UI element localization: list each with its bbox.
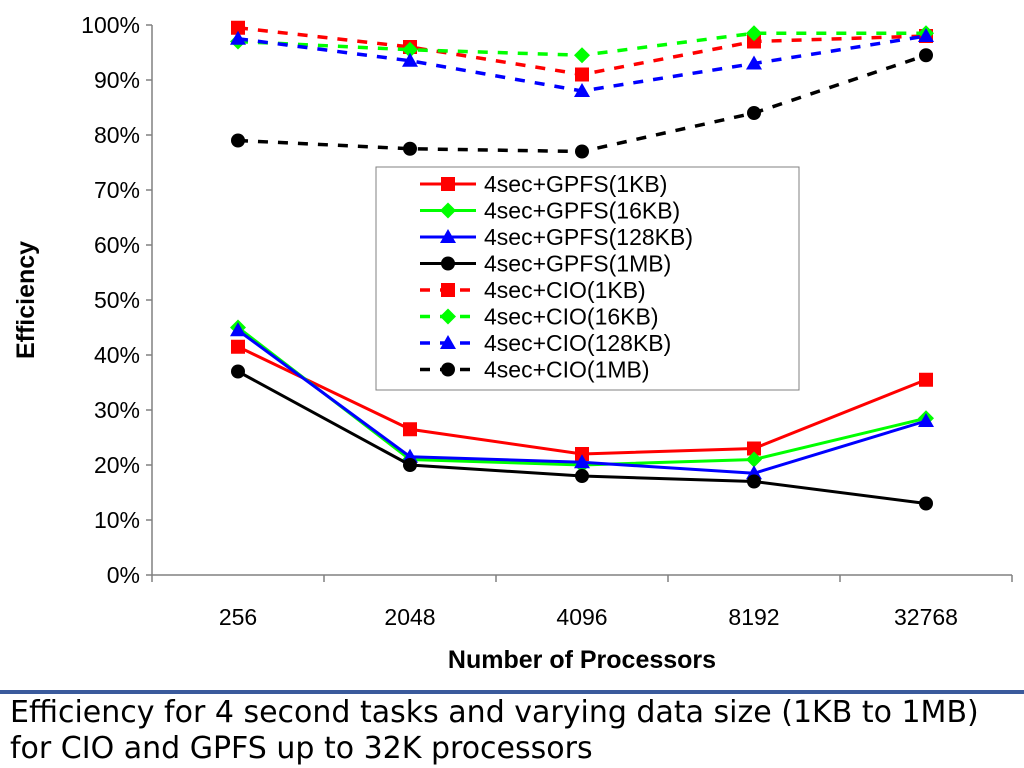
data-point bbox=[919, 496, 933, 511]
data-point bbox=[574, 83, 590, 97]
y-tick-label: 90% bbox=[94, 67, 140, 93]
legend-label: 4sec+GPFS(1MB) bbox=[484, 251, 671, 277]
data-point bbox=[746, 25, 762, 42]
y-tick-label: 50% bbox=[94, 287, 140, 313]
data-point bbox=[919, 372, 933, 387]
data-point bbox=[747, 441, 761, 456]
caption-divider bbox=[0, 690, 1024, 694]
data-point bbox=[747, 474, 761, 489]
legend-marker bbox=[440, 335, 456, 349]
legend-entry: 4sec+GPFS(16KB) bbox=[420, 198, 680, 224]
legend-label: 4sec+CIO(1MB) bbox=[484, 357, 650, 383]
data-point bbox=[575, 447, 589, 461]
data-point bbox=[574, 454, 590, 469]
data-point bbox=[574, 47, 590, 64]
data-point bbox=[746, 465, 762, 480]
legend-entry: 4sec+GPFS(1KB) bbox=[420, 171, 667, 197]
data-point bbox=[747, 106, 761, 120]
legend-label: 4sec+GPFS(1KB) bbox=[484, 171, 667, 197]
legend-entry: 4sec+CIO(1KB) bbox=[420, 277, 646, 303]
series-0 bbox=[231, 339, 933, 461]
legend-label: 4sec+CIO(16KB) bbox=[484, 304, 659, 330]
data-point bbox=[231, 133, 245, 148]
data-point bbox=[575, 469, 589, 483]
data-point bbox=[575, 67, 589, 82]
legend-marker bbox=[440, 308, 456, 325]
legend-marker bbox=[441, 177, 455, 191]
y-tick-label: 30% bbox=[94, 397, 140, 423]
legend: 4sec+GPFS(1KB)4sec+GPFS(16KB)4sec+GPFS(1… bbox=[375, 166, 800, 391]
data-point bbox=[230, 30, 246, 45]
legend-label: 4sec+CIO(128KB) bbox=[484, 330, 671, 356]
legend-marker bbox=[441, 256, 455, 271]
data-point bbox=[231, 339, 245, 354]
data-point bbox=[746, 55, 762, 70]
series-layer bbox=[230, 20, 934, 511]
y-tick-label: 20% bbox=[94, 452, 140, 478]
series-7 bbox=[231, 48, 933, 159]
data-point bbox=[747, 34, 761, 49]
y-tick-labels: 0% 10% 20% 30% 40% 50% 60% 70% 80% 90% 100% bbox=[81, 12, 152, 588]
y-tick-label: 10% bbox=[94, 507, 140, 533]
legend-entry: 4sec+GPFS(1MB) bbox=[420, 251, 671, 277]
data-point bbox=[231, 364, 245, 379]
legend-marker bbox=[441, 283, 455, 297]
data-point bbox=[919, 48, 933, 63]
legend-entry: 4sec+CIO(1MB) bbox=[420, 357, 650, 383]
series-line bbox=[237, 370, 927, 505]
x-tick-label: 32768 bbox=[894, 604, 958, 630]
legend-label: 4sec+GPFS(16KB) bbox=[484, 198, 680, 224]
data-point bbox=[403, 458, 417, 472]
data-point bbox=[403, 141, 417, 156]
x-tick-label: 2048 bbox=[384, 604, 435, 630]
x-tick-labels: 256 2048 4096 8192 32768 bbox=[151, 575, 1013, 630]
y-tick-label: 80% bbox=[94, 122, 140, 148]
series-5 bbox=[230, 25, 934, 64]
legend-marker bbox=[440, 202, 456, 219]
data-point bbox=[230, 322, 246, 337]
y-axis-title: Efficiency bbox=[12, 241, 40, 359]
series-line bbox=[237, 34, 927, 93]
y-tick-label: 60% bbox=[94, 232, 140, 258]
y-tick-label: 70% bbox=[94, 177, 140, 203]
series-6 bbox=[230, 28, 934, 97]
legend-label: 4sec+CIO(1KB) bbox=[484, 277, 646, 303]
legend-entry: 4sec+CIO(16KB) bbox=[420, 304, 659, 330]
series-3 bbox=[231, 364, 933, 511]
caption-text: Efficiency for 4 second tasks and varyin… bbox=[10, 695, 979, 766]
data-point bbox=[402, 448, 418, 463]
data-point bbox=[918, 413, 934, 427]
data-point bbox=[918, 28, 934, 42]
data-point bbox=[402, 41, 418, 58]
y-tick-label: 0% bbox=[107, 562, 140, 588]
legend-marker bbox=[441, 362, 455, 377]
x-tick-label: 256 bbox=[219, 604, 257, 630]
data-point bbox=[402, 52, 418, 67]
legend-label: 4sec+GPFS(128KB) bbox=[484, 224, 693, 250]
series-2 bbox=[230, 322, 934, 480]
y-tick-label: 100% bbox=[81, 12, 140, 38]
data-point bbox=[231, 20, 245, 35]
x-tick-label: 8192 bbox=[728, 604, 779, 630]
data-point bbox=[403, 422, 417, 437]
x-tick-label: 4096 bbox=[556, 604, 607, 630]
y-tick-label: 40% bbox=[94, 342, 140, 368]
data-point bbox=[575, 144, 589, 159]
legend-entry: 4sec+GPFS(128KB) bbox=[420, 224, 693, 250]
x-axis-title: Number of Processors bbox=[448, 646, 716, 674]
data-point bbox=[746, 451, 762, 468]
efficiency-chart: 0% 10% 20% 30% 40% 50% 60% 70% 80% 90% 100% 256 204… bbox=[12, 12, 1013, 674]
legend-entry: 4sec+CIO(128KB) bbox=[420, 330, 671, 356]
legend-marker bbox=[440, 229, 456, 243]
